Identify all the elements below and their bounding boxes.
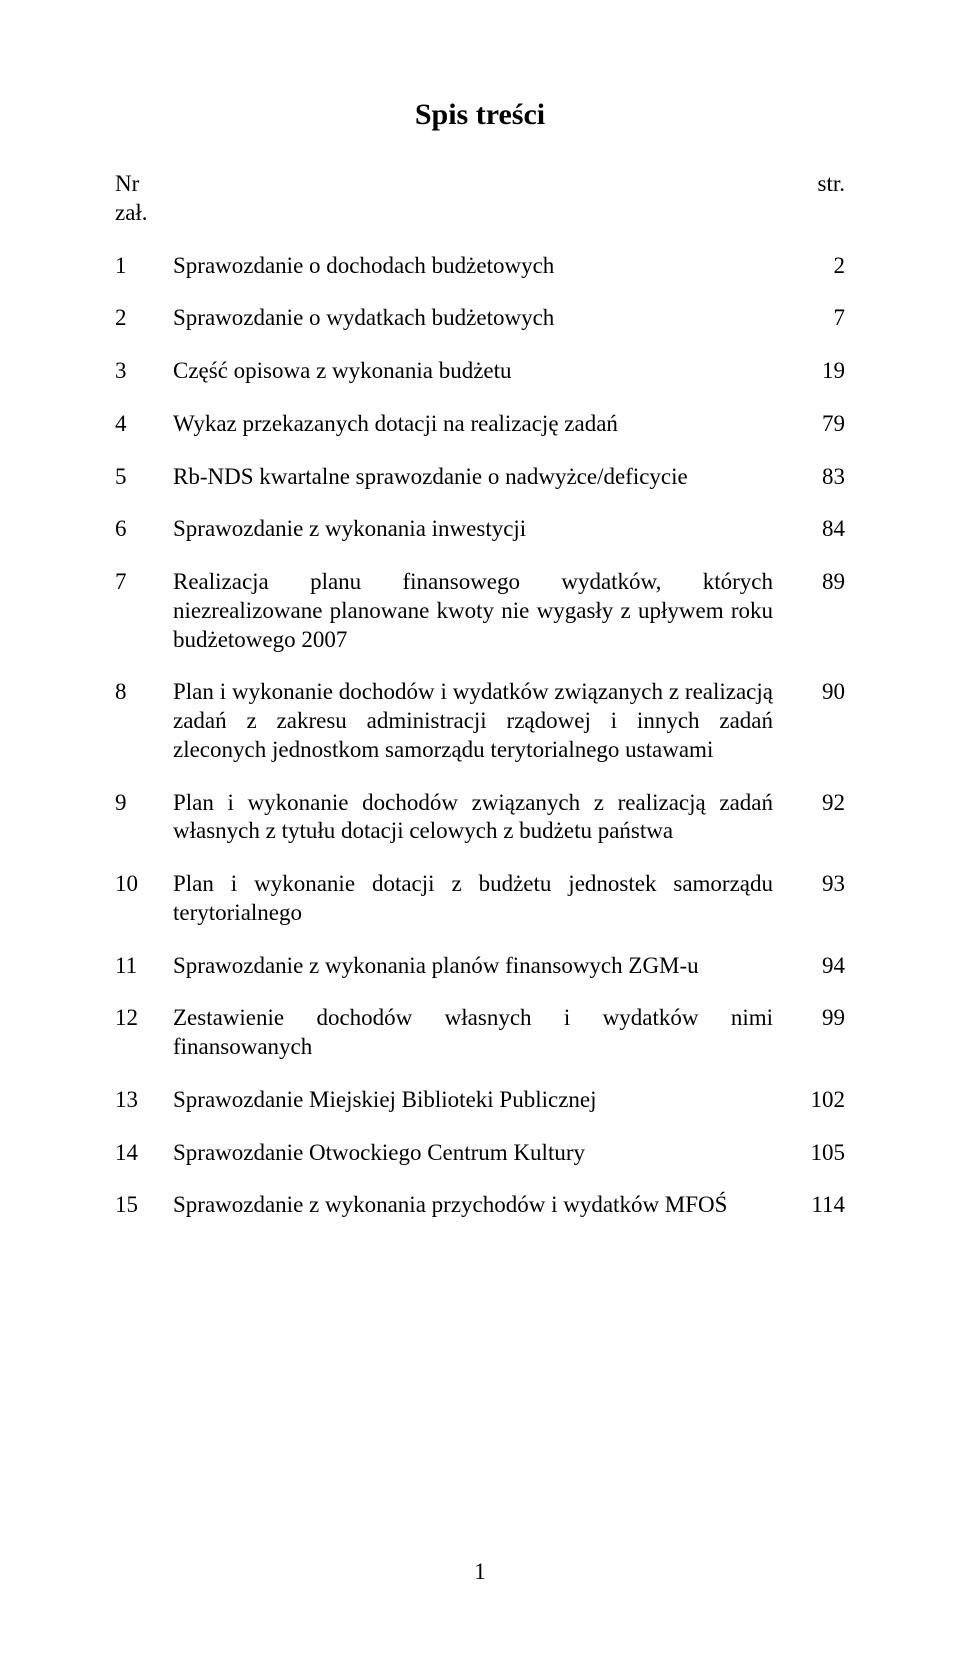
toc-page: 92: [783, 789, 845, 871]
toc-row: 8Plan i wykonanie dochodów i wydatków zw…: [115, 678, 845, 788]
toc-desc: Sprawozdanie z wykonania przychodów i wy…: [173, 1191, 783, 1244]
toc-num: 1: [115, 252, 173, 305]
toc-body: Nr zał. str. 1Sprawozdanie o dochodach b…: [115, 170, 845, 1244]
toc-num: 15: [115, 1191, 173, 1244]
toc-num: 9: [115, 789, 173, 871]
toc-header-desc: [173, 170, 783, 252]
toc-desc: Sprawozdanie Otwockiego Centrum Kultury: [173, 1139, 783, 1192]
toc-desc: Część opisowa z wykonania budżetu: [173, 357, 783, 410]
toc-header-num: Nr zał.: [115, 170, 173, 252]
toc-page: 19: [783, 357, 845, 410]
toc-desc: Plan i wykonanie dochodów i wydatków zwi…: [173, 678, 783, 788]
toc-row: 10Plan i wykonanie dotacji z budżetu jed…: [115, 870, 845, 952]
toc-page: 105: [783, 1139, 845, 1192]
toc-desc: Sprawozdanie o wydatkach budżetowych: [173, 304, 783, 357]
toc-row: 6Sprawozdanie z wykonania inwestycji84: [115, 515, 845, 568]
toc-row: 9Plan i wykonanie dochodów związanych z …: [115, 789, 845, 871]
toc-num: 10: [115, 870, 173, 952]
toc-page: 7: [783, 304, 845, 357]
toc-page: 83: [783, 463, 845, 516]
toc-row: 11Sprawozdanie z wykonania planów finans…: [115, 952, 845, 1005]
toc-desc: Sprawozdanie z wykonania inwestycji: [173, 515, 783, 568]
toc-desc: Rb-NDS kwartalne sprawozdanie o nadwyżce…: [173, 463, 783, 516]
toc-desc: Sprawozdanie z wykonania planów finansow…: [173, 952, 783, 1005]
toc-page: 2: [783, 252, 845, 305]
toc-desc: Plan i wykonanie dotacji z budżetu jedno…: [173, 870, 783, 952]
toc-row: 1Sprawozdanie o dochodach budżetowych2: [115, 252, 845, 305]
toc-desc: Plan i wykonanie dochodów związanych z r…: [173, 789, 783, 871]
toc-table: Nr zał. str. 1Sprawozdanie o dochodach b…: [115, 170, 845, 1244]
toc-row: 3Część opisowa z wykonania budżetu19: [115, 357, 845, 410]
toc-row: 15Sprawozdanie z wykonania przychodów i …: [115, 1191, 845, 1244]
toc-desc: Wykaz przekazanych dotacji na realizację…: [173, 410, 783, 463]
toc-num: 2: [115, 304, 173, 357]
toc-desc: Zestawienie dochodów własnych i wydatków…: [173, 1004, 783, 1086]
page-title: Spis treści: [115, 98, 845, 132]
toc-num: 12: [115, 1004, 173, 1086]
toc-page: 79: [783, 410, 845, 463]
toc-desc: Realizacja planu finansowego wydatków, k…: [173, 568, 783, 678]
toc-num: 5: [115, 463, 173, 516]
toc-page: 99: [783, 1004, 845, 1086]
toc-num: 8: [115, 678, 173, 788]
toc-num: 11: [115, 952, 173, 1005]
document-page: Spis treści Nr zał. str. 1Sprawozdanie o…: [0, 0, 960, 1663]
toc-num: 7: [115, 568, 173, 678]
toc-page: 102: [783, 1086, 845, 1139]
toc-page: 89: [783, 568, 845, 678]
toc-num: 6: [115, 515, 173, 568]
toc-num: 13: [115, 1086, 173, 1139]
toc-row: 12Zestawienie dochodów własnych i wydatk…: [115, 1004, 845, 1086]
toc-row: 13Sprawozdanie Miejskiej Biblioteki Publ…: [115, 1086, 845, 1139]
toc-desc: Sprawozdanie o dochodach budżetowych: [173, 252, 783, 305]
toc-row: 4Wykaz przekazanych dotacji na realizacj…: [115, 410, 845, 463]
toc-num: 3: [115, 357, 173, 410]
page-number: 1: [0, 1559, 960, 1585]
toc-page: 84: [783, 515, 845, 568]
toc-row: 2Sprawozdanie o wydatkach budżetowych7: [115, 304, 845, 357]
toc-page: 93: [783, 870, 845, 952]
toc-row: 5Rb-NDS kwartalne sprawozdanie o nadwyżc…: [115, 463, 845, 516]
toc-page: 114: [783, 1191, 845, 1244]
toc-row: 7Realizacja planu finansowego wydatków, …: [115, 568, 845, 678]
toc-num: 4: [115, 410, 173, 463]
toc-row: 14Sprawozdanie Otwockiego Centrum Kultur…: [115, 1139, 845, 1192]
toc-num: 14: [115, 1139, 173, 1192]
toc-header-page: str.: [783, 170, 845, 252]
toc-desc: Sprawozdanie Miejskiej Biblioteki Public…: [173, 1086, 783, 1139]
toc-page: 90: [783, 678, 845, 788]
toc-header-row: Nr zał. str.: [115, 170, 845, 252]
toc-page: 94: [783, 952, 845, 1005]
